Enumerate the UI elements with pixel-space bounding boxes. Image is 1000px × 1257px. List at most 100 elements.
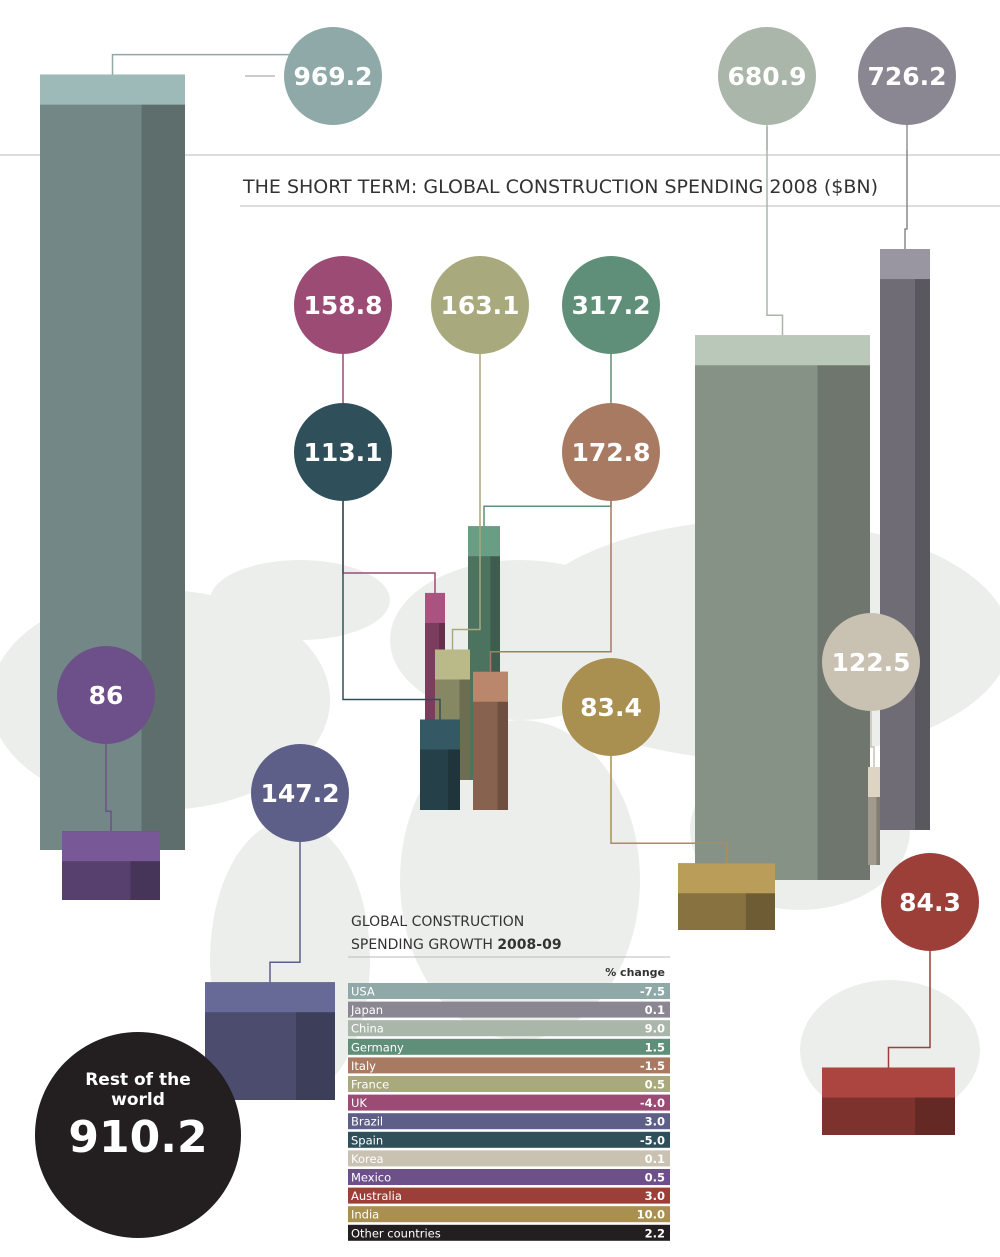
country: India	[351, 1208, 379, 1222]
bubble	[718, 27, 816, 125]
change: -1.5	[640, 1059, 665, 1073]
change: 0.5	[645, 1078, 665, 1092]
prism-side	[876, 773, 880, 865]
bubble	[562, 403, 660, 501]
bubble	[294, 403, 392, 501]
prism-top	[62, 831, 160, 862]
prism-top	[880, 249, 930, 280]
bubble-value: 147.2	[260, 779, 339, 808]
table-row	[348, 1057, 670, 1074]
bubble	[294, 256, 392, 354]
change: 3.0	[645, 1115, 665, 1129]
country: Germany	[351, 1040, 404, 1054]
title: THE SHORT TERM: GLOBAL CONSTRUCTION SPEN…	[242, 176, 878, 198]
leader-line	[489, 501, 612, 672]
table-row	[348, 1001, 670, 1018]
bubble	[431, 256, 529, 354]
prism-top	[468, 526, 500, 557]
change: 0.5	[645, 1171, 665, 1185]
table-row	[348, 1206, 670, 1223]
prism-top	[420, 719, 460, 750]
change: -5.0	[640, 1133, 665, 1147]
table-row	[348, 1113, 670, 1130]
change: 1.5	[645, 1040, 665, 1054]
table-title: GLOBAL CONSTRUCTION	[351, 914, 524, 930]
leader-line	[451, 354, 481, 650]
country: UK	[351, 1096, 367, 1110]
change: 0.1	[645, 1152, 665, 1166]
prism-top	[40, 74, 185, 105]
prism-top	[822, 1067, 955, 1098]
rest-label: Rest of the world	[85, 1070, 191, 1110]
bubble-value: 172.8	[571, 438, 650, 467]
change: -4.0	[640, 1096, 665, 1110]
table-row	[348, 1020, 670, 1037]
bubble-value: 86	[89, 681, 124, 710]
prism-side	[459, 655, 470, 780]
table-row	[348, 1094, 670, 1111]
table-title-text: SPENDING GROWTH	[351, 937, 493, 953]
bubble	[562, 658, 660, 756]
column-header: % change	[605, 966, 665, 979]
rest-value: 910.2	[68, 1112, 207, 1163]
bubble	[858, 27, 956, 125]
leader-line	[610, 756, 728, 864]
prism-side	[497, 677, 508, 810]
bubble-value: 83.4	[580, 693, 642, 722]
table-row	[348, 983, 670, 999]
prism-side	[490, 532, 500, 780]
bubble	[822, 613, 920, 711]
bubble-value: 680.9	[727, 62, 806, 91]
bubble-value: 158.8	[303, 291, 382, 320]
rest-circle	[35, 1032, 241, 1238]
table-row	[348, 1187, 670, 1204]
change: 9.0	[645, 1022, 665, 1036]
country: Mexico	[351, 1171, 391, 1185]
change: 3.0	[645, 1189, 665, 1203]
change: -7.5	[640, 985, 665, 999]
bubble-value: 122.5	[831, 648, 910, 677]
leader-line	[887, 951, 931, 1068]
table-row	[348, 1224, 670, 1241]
country: Italy	[351, 1059, 376, 1073]
prism-side	[141, 80, 185, 850]
bubble	[881, 853, 979, 951]
change: 0.1	[645, 1003, 665, 1017]
bubble-value: 969.2	[293, 62, 372, 91]
leader-line	[870, 711, 875, 767]
leader-line	[269, 842, 301, 983]
table-row	[348, 1150, 670, 1167]
prism-top	[695, 335, 870, 366]
prism-top	[205, 982, 335, 1013]
country: France	[351, 1078, 389, 1092]
country: Australia	[351, 1189, 402, 1203]
bubble-value: 84.3	[899, 888, 961, 917]
bubble	[562, 256, 660, 354]
country: Spain	[351, 1133, 383, 1147]
change: 10.0	[637, 1208, 665, 1222]
table-row	[348, 1076, 670, 1092]
table-row	[348, 1131, 670, 1148]
bubble-value: 726.2	[867, 62, 946, 91]
prism-top	[868, 767, 880, 797]
country: Other countries	[351, 1226, 441, 1240]
table-title: SPENDING GROWTH 2008-09	[351, 937, 562, 953]
prism-top	[473, 671, 508, 702]
bubble	[57, 646, 155, 744]
leader-line	[904, 125, 908, 250]
table-title-year: 2008-09	[497, 937, 561, 953]
prism-side	[817, 341, 870, 880]
prism-side	[915, 255, 930, 831]
bubble-value: 163.1	[440, 291, 519, 320]
prism-top	[425, 592, 445, 623]
table-row	[348, 1169, 670, 1185]
change: 2.2	[645, 1226, 665, 1240]
country: Brazil	[351, 1115, 383, 1129]
country: China	[351, 1022, 384, 1036]
leader-line	[342, 501, 441, 720]
prism-top	[435, 649, 470, 680]
bubble	[251, 744, 349, 842]
bubble-value: 113.1	[303, 438, 382, 467]
country: USA	[351, 985, 375, 999]
